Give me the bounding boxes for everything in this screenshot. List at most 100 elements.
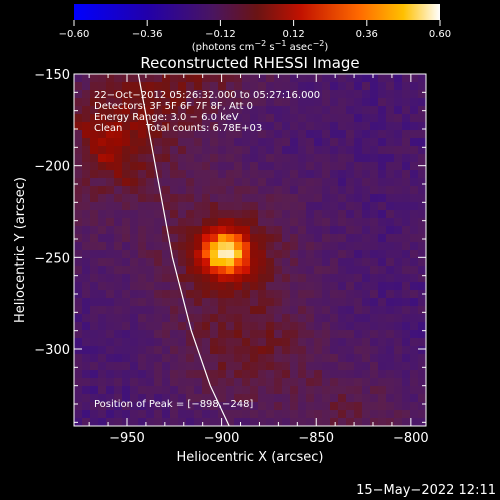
heatmap-cell	[386, 194, 395, 203]
heatmap-cell	[138, 274, 147, 283]
heatmap-cell	[162, 114, 171, 123]
heatmap-cell	[346, 186, 355, 195]
heatmap-cell	[306, 122, 315, 131]
heatmap-cell	[402, 242, 411, 251]
heatmap-cell	[362, 130, 371, 139]
heatmap-cell	[370, 130, 379, 139]
heatmap-cell	[218, 98, 227, 107]
heatmap-cell	[394, 226, 403, 235]
heatmap-cell	[226, 362, 235, 371]
heatmap-cell	[218, 370, 227, 379]
heatmap-cell	[210, 306, 219, 315]
heatmap-cell	[162, 298, 171, 307]
heatmap-cell	[314, 194, 323, 203]
heatmap-cell	[402, 330, 411, 339]
heatmap-cell	[242, 314, 251, 323]
heatmap-cell	[370, 114, 379, 123]
heatmap-cell	[378, 314, 387, 323]
heatmap-cell	[226, 202, 235, 211]
y-tick-label: −300	[34, 343, 70, 358]
heatmap-cell	[394, 402, 403, 411]
heatmap-cell	[338, 402, 347, 411]
heatmap-cell	[114, 266, 123, 275]
heatmap-cell	[178, 370, 187, 379]
x-tick-label: −950	[109, 431, 145, 446]
heatmap-cell	[386, 290, 395, 299]
heatmap-cell	[418, 130, 426, 139]
heatmap-cell	[98, 82, 107, 91]
heatmap-cell	[74, 114, 83, 123]
heatmap-cell	[90, 194, 99, 203]
heatmap-cell	[122, 274, 131, 283]
heatmap-cell	[402, 258, 411, 267]
heatmap-cell	[82, 258, 91, 267]
heatmap-cell	[186, 290, 195, 299]
heatmap-cell	[362, 258, 371, 267]
heatmap-cell	[378, 74, 387, 83]
heatmap-cell	[362, 186, 371, 195]
heatmap-cell	[178, 314, 187, 323]
heatmap-cell	[274, 178, 283, 187]
heatmap-cell	[258, 330, 267, 339]
heatmap-cell	[146, 154, 155, 163]
heatmap-cell	[410, 298, 419, 307]
heatmap-cell	[282, 314, 291, 323]
heatmap-cell	[114, 394, 123, 403]
heatmap-cell	[146, 98, 155, 107]
heatmap-cell	[234, 162, 243, 171]
heatmap-cell	[74, 186, 83, 195]
heatmap-cell	[234, 338, 243, 347]
heatmap-cell	[226, 98, 235, 107]
heatmap-cell	[162, 306, 171, 315]
heatmap-cell	[306, 154, 315, 163]
heatmap-cell	[290, 130, 299, 139]
heatmap-cell	[98, 242, 107, 251]
heatmap-cell	[106, 250, 115, 259]
heatmap-cell	[338, 370, 347, 379]
heatmap-cell	[362, 242, 371, 251]
heatmap-cell	[330, 338, 339, 347]
heatmap-cell	[130, 330, 139, 339]
heatmap-cell	[362, 266, 371, 275]
heatmap-cell	[74, 410, 83, 419]
heatmap-cell	[130, 362, 139, 371]
heatmap-cell	[402, 114, 411, 123]
heatmap-cell	[266, 138, 275, 147]
heatmap-cell	[378, 418, 387, 426]
heatmap-cell	[210, 322, 219, 331]
heatmap-cell	[266, 346, 275, 355]
heatmap-cell	[98, 290, 107, 299]
heatmap-cell	[194, 146, 203, 155]
heatmap-cell	[226, 210, 235, 219]
heatmap-cell	[410, 330, 419, 339]
heatmap-cell	[210, 90, 219, 99]
heatmap-cell	[106, 370, 115, 379]
heatmap-cell	[130, 394, 139, 403]
heatmap-cell	[346, 354, 355, 363]
heatmap-cell	[354, 266, 363, 275]
heatmap-cell	[394, 354, 403, 363]
heatmap-cell	[274, 402, 283, 411]
heatmap-cell	[106, 210, 115, 219]
heatmap-cell	[354, 122, 363, 131]
heatmap-cell	[290, 218, 299, 227]
heatmap-cell	[234, 178, 243, 187]
heatmap-cell	[346, 362, 355, 371]
heatmap-cell	[322, 242, 331, 251]
heatmap-cell	[330, 362, 339, 371]
heatmap-cell	[178, 98, 187, 107]
heatmap-cell	[282, 346, 291, 355]
heatmap-cell	[338, 210, 347, 219]
heatmap-cell	[122, 202, 131, 211]
heatmap-cell	[370, 218, 379, 227]
heatmap-cell	[170, 362, 179, 371]
heatmap-cell	[138, 370, 147, 379]
heatmap-cell	[74, 106, 83, 115]
heatmap-cell	[122, 290, 131, 299]
heatmap-cell	[138, 122, 147, 131]
heatmap-cell	[402, 290, 411, 299]
heatmap-cell	[322, 234, 331, 243]
heatmap-cell	[418, 394, 426, 403]
heatmap-cell	[418, 314, 426, 323]
